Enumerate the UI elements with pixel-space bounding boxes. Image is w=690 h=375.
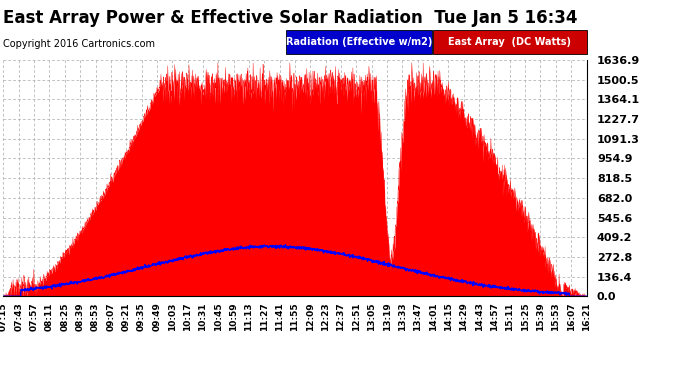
Bar [433, 30, 586, 54]
Bar [286, 30, 432, 54]
Text: Copyright 2016 Cartronics.com: Copyright 2016 Cartronics.com [3, 39, 155, 50]
Text: Radiation (Effective w/m2): Radiation (Effective w/m2) [286, 37, 432, 47]
Text: East Array  (DC Watts): East Array (DC Watts) [448, 37, 571, 47]
Text: East Array Power & Effective Solar Radiation  Tue Jan 5 16:34: East Array Power & Effective Solar Radia… [3, 9, 577, 27]
